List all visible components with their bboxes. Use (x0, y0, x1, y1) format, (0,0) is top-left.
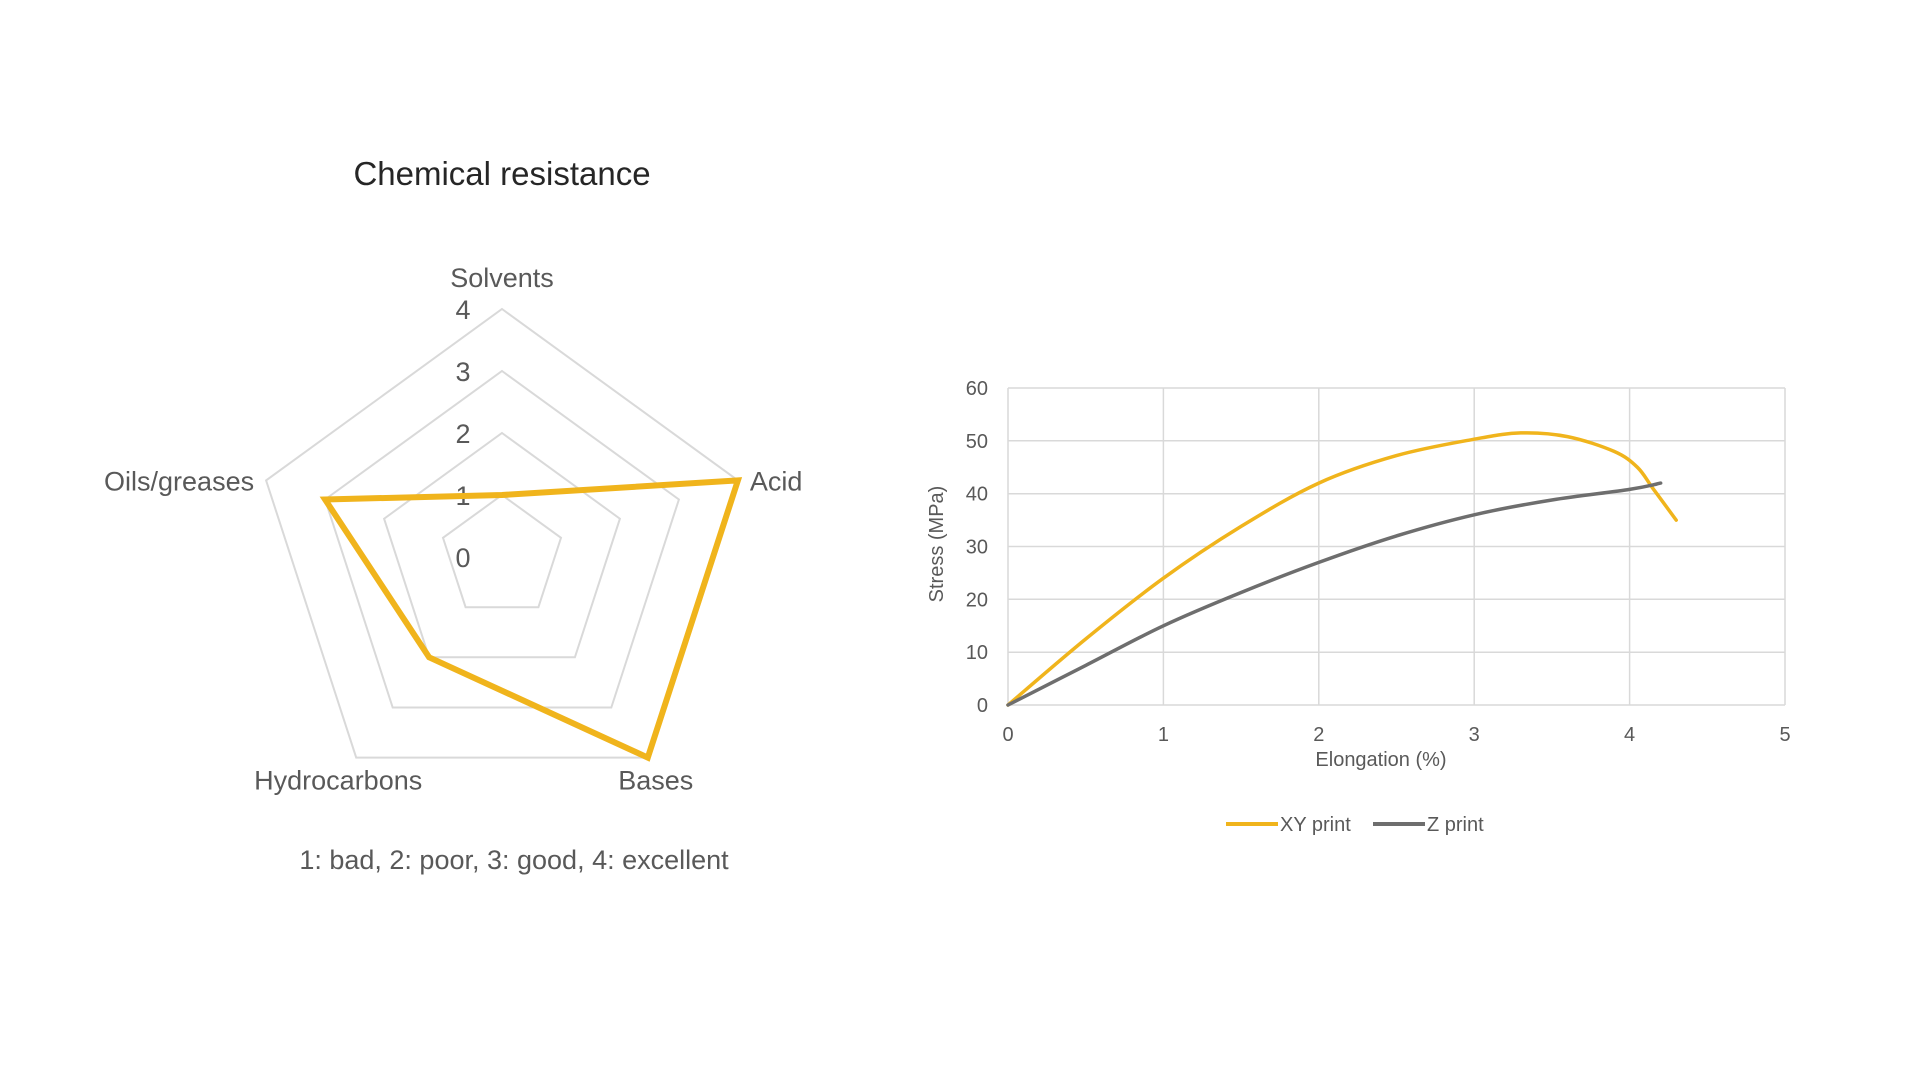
radar-scale-note: 1: bad, 2: poor, 3: good, 4: excellent (299, 845, 729, 875)
x-tick-label: 4 (1624, 724, 1635, 746)
y-tick-label: 50 (966, 431, 988, 453)
legend-label: Z print (1427, 814, 1484, 836)
line-legend: XY print Z print (1226, 814, 1484, 836)
radar-category-label: Hydrocarbons (254, 766, 422, 796)
radar-grid-ring (382, 431, 622, 659)
radar-series (319, 477, 743, 762)
radar-chart-title: Chemical resistance (353, 155, 650, 192)
stress-strain-chart: 0 1 2 3 4 5 0 10 20 30 40 50 60 Elongation (%) Stre… (926, 378, 1791, 836)
radar-series-polygon (319, 477, 743, 762)
radar-tick-label: 0 (455, 543, 470, 573)
x-tick-label: 1 (1158, 724, 1169, 746)
radar-category-label: Oils/greases (104, 466, 254, 496)
line-gridlines (1007, 387, 1786, 706)
series-line-xy-print (1006, 431, 1678, 707)
y-tick-label: 30 (966, 537, 988, 559)
legend-label: XY print (1280, 814, 1351, 836)
x-axis-label: Elongation (%) (1315, 749, 1446, 771)
y-tick-label: 0 (977, 695, 988, 717)
x-tick-label: 2 (1313, 724, 1324, 746)
x-tick-label: 0 (1002, 724, 1013, 746)
radar-category-label: Acid (750, 466, 803, 496)
radar-category-labels: Solvents Acid Bases Hydrocarbons Oils/grease… (104, 263, 802, 796)
radar-grid-ring (441, 493, 563, 609)
line-series (1006, 431, 1678, 707)
radar-tick-label: 2 (455, 419, 470, 449)
y-tick-label: 10 (966, 642, 988, 664)
radar-category-label: Bases (618, 766, 693, 796)
x-axis-tick-labels: 0 1 2 3 4 5 (1002, 724, 1790, 746)
y-tick-label: 40 (966, 484, 988, 506)
x-tick-label: 3 (1469, 724, 1480, 746)
radar-grid-ring (323, 369, 681, 709)
radar-category-label: Solvents (450, 263, 554, 293)
radar-grid-ring (264, 307, 740, 759)
y-axis-label: Stress (MPa) (926, 486, 948, 603)
series-line-z-print (1006, 481, 1663, 707)
x-tick-label: 5 (1779, 724, 1790, 746)
radar-grid (264, 307, 740, 759)
radar-tick-label: 3 (455, 357, 470, 387)
radar-tick-label: 4 (455, 295, 470, 325)
y-tick-label: 20 (966, 589, 988, 611)
y-axis-tick-labels: 0 10 20 30 40 50 60 (966, 378, 988, 717)
y-tick-label: 60 (966, 378, 988, 400)
